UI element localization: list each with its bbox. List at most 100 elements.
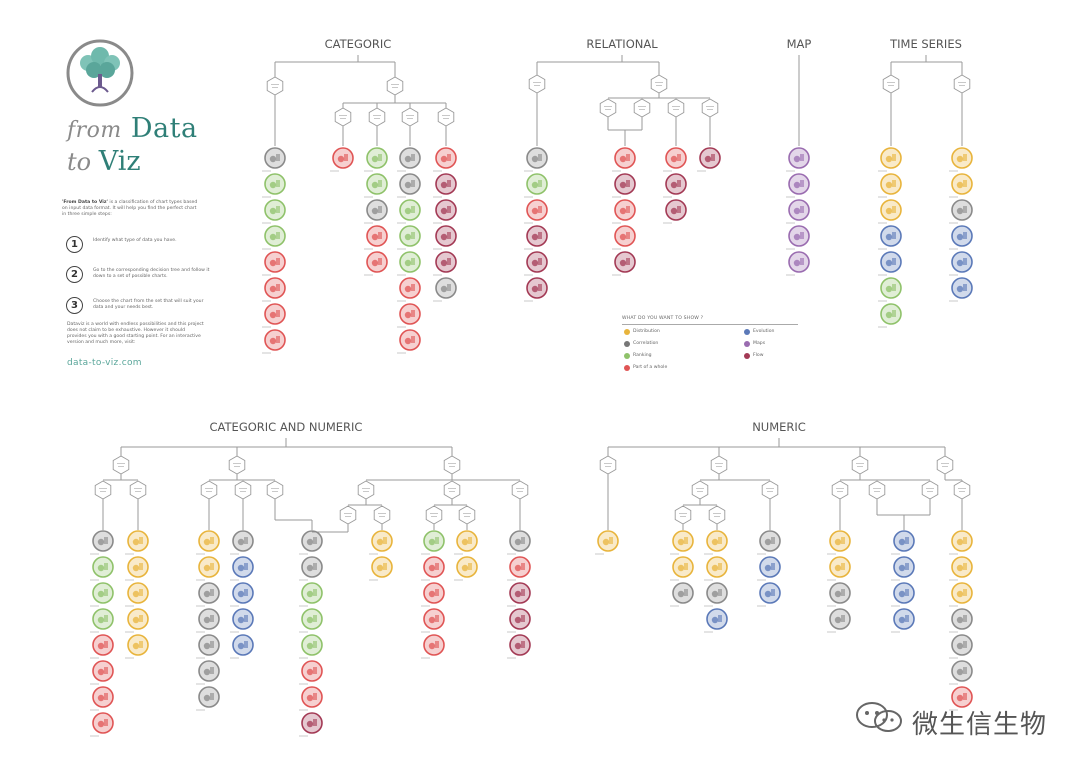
chart-glyph (104, 615, 108, 622)
chart-glyph (435, 615, 439, 622)
chart-glyph (684, 563, 688, 570)
chart-glyph (210, 537, 214, 544)
chart-glyph (378, 154, 382, 161)
chart-glyph (269, 181, 277, 189)
chart-glyph (963, 180, 967, 187)
chart-glyph (677, 206, 681, 213)
chart-glyph (764, 590, 772, 598)
decision-hexagon (437, 107, 455, 127)
chart-glyph (885, 233, 893, 241)
decision-hexagon (425, 505, 443, 525)
section-title-categoric: CATEGORIC (325, 37, 392, 51)
legend: WHAT DO YOU WANT TO SHOW ? Distribution … (622, 316, 802, 376)
chart-glyph (411, 310, 415, 317)
chart-glyph (269, 311, 277, 319)
chart-glyph (892, 180, 896, 187)
chart-glyph (711, 154, 715, 161)
chart-glyph (626, 258, 630, 265)
legend-item-evolution: Evolution (744, 328, 774, 336)
chart-glyph (428, 564, 436, 572)
chart-glyph (404, 285, 412, 293)
decision-hexagon (882, 74, 900, 94)
section-title-time-series: TIME SERIES (889, 37, 962, 51)
chart-glyph (718, 537, 722, 544)
chart-glyph (378, 258, 382, 265)
chart-glyph (892, 310, 896, 317)
chart-glyph (956, 564, 964, 572)
chart-glyph (276, 284, 280, 291)
chart-glyph (276, 310, 280, 317)
chart-glyph (602, 538, 610, 546)
chart-glyph (531, 285, 539, 293)
chart-glyph (337, 155, 345, 163)
chart-glyph (956, 668, 964, 676)
chart-glyph (313, 537, 317, 544)
chart-glyph (538, 154, 542, 161)
chart-glyph (269, 207, 277, 215)
chart-glyph (383, 563, 387, 570)
decision-hexagon (511, 480, 529, 500)
chart-glyph (344, 154, 348, 161)
intro-text: 'From Data to Viz' is a classification o… (62, 200, 198, 217)
chart-glyph (313, 693, 317, 700)
section-title-numeric: NUMERIC (752, 420, 806, 434)
decision-hexagon (633, 98, 651, 118)
chart-glyph (885, 181, 893, 189)
decision-hexagon (953, 480, 971, 500)
chart-glyph (440, 155, 448, 163)
chart-glyph (440, 207, 448, 215)
chart-glyph (956, 155, 964, 163)
chart-glyph (276, 154, 280, 161)
chart-glyph (435, 537, 439, 544)
decision-hexagon (368, 107, 386, 127)
chart-glyph (203, 590, 211, 598)
chart-glyph (956, 207, 964, 215)
chart-glyph (313, 615, 317, 622)
chart-glyph (244, 589, 248, 596)
decision-hexagon (234, 480, 252, 500)
chart-glyph (963, 615, 967, 622)
chart-glyph (132, 642, 140, 650)
decision-hexagon (868, 480, 886, 500)
chart-glyph (793, 181, 801, 189)
decision-hexagon (266, 76, 284, 96)
chart-glyph (905, 537, 909, 544)
site-link[interactable]: data-to-viz.com (67, 358, 142, 368)
outro-text: Dataviz is a world with endless possibil… (67, 322, 204, 345)
chart-glyph (428, 642, 436, 650)
decision-hexagon (458, 505, 476, 525)
chart-glyph (313, 667, 317, 674)
legend-item-part-of-whole: Part of a whole (624, 364, 667, 372)
decision-nodes (94, 74, 971, 525)
chart-glyph (956, 181, 964, 189)
chart-glyph (306, 694, 314, 702)
decision-hexagon (386, 76, 404, 96)
chart-glyph (677, 154, 681, 161)
chart-glyph (521, 589, 525, 596)
chart-glyph (963, 284, 967, 291)
chart-glyph (956, 694, 964, 702)
chart-glyph (210, 641, 214, 648)
chart-glyph (538, 232, 542, 239)
chart-glyph (711, 538, 719, 546)
chart-glyph (793, 155, 801, 163)
decision-hexagon (266, 480, 284, 500)
chart-glyph (626, 154, 630, 161)
chart-glyph (892, 258, 896, 265)
chart-glyph (276, 206, 280, 213)
legend-divider (622, 324, 798, 325)
chart-glyph (269, 233, 277, 241)
chart-glyph (404, 207, 412, 215)
chart-glyph (793, 259, 801, 267)
chart-glyph (905, 563, 909, 570)
chart-glyph (619, 155, 627, 163)
chart-glyph (963, 232, 967, 239)
decision-hexagon (228, 455, 246, 475)
chart-glyph (711, 564, 719, 572)
chart-glyph (371, 181, 379, 189)
decision-hexagon (443, 455, 461, 475)
chart-glyph (269, 285, 277, 293)
chart-glyph (313, 719, 317, 726)
chart-glyph (538, 284, 542, 291)
decision-hexagon (401, 107, 419, 127)
